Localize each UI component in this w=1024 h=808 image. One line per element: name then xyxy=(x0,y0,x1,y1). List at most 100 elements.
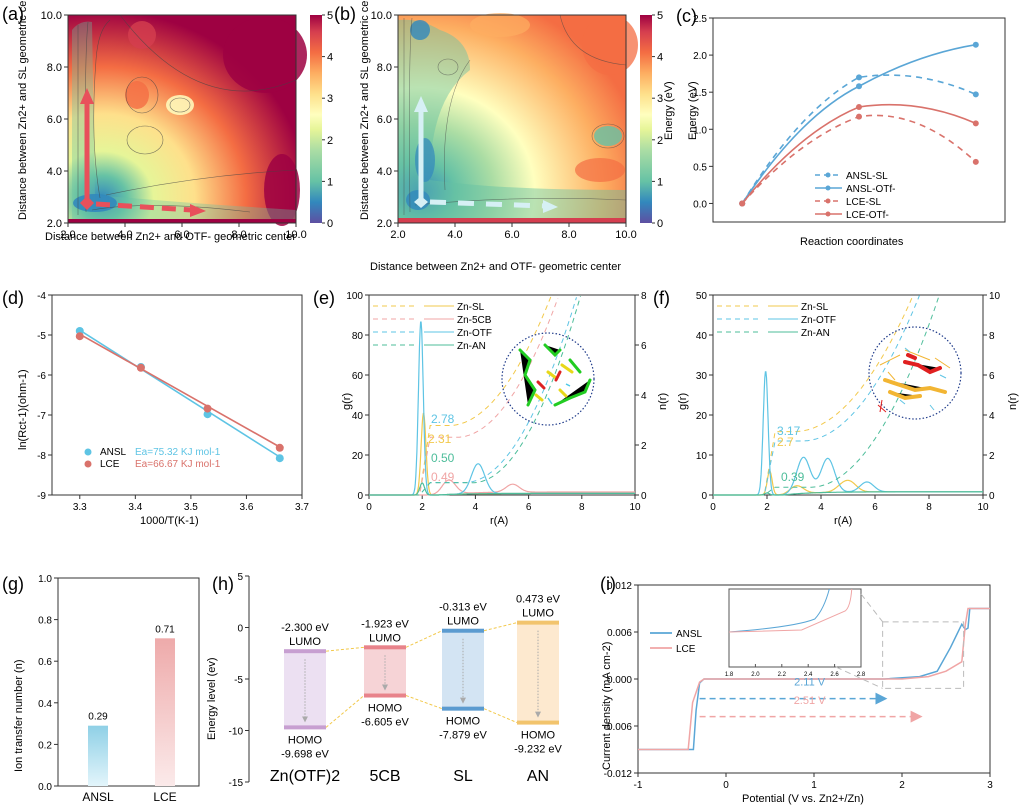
rdf-line-zn-an xyxy=(369,482,635,496)
panel-label-c: (c) xyxy=(676,6,697,26)
homo-word: HOMO xyxy=(368,703,403,715)
arrow-b-start-marker xyxy=(414,196,428,208)
series-line-ansl-sl xyxy=(741,74,977,204)
activation-energy-label: Ea=66.67 KJ mol-1 xyxy=(135,459,221,470)
lsv-line-ansl xyxy=(638,607,990,751)
y-tick-label: 8.0 xyxy=(377,62,392,74)
coordination-number-label: 2.78 xyxy=(431,412,455,426)
cn-line-zn-an xyxy=(414,296,581,496)
lumo-level xyxy=(284,649,326,654)
inset-connector xyxy=(835,666,883,689)
heatmap-a-bottom-edge xyxy=(68,219,296,223)
homo-level xyxy=(364,693,406,698)
window-label-ansl: 2.11 V xyxy=(794,676,826,688)
y-right-tick-label: 6 xyxy=(641,341,647,352)
panel-g: 0.0 0.2 0.4 0.6 0.8 1.0 0.29 ANSL 0.71 LCE Ion t… xyxy=(13,574,200,804)
inset-x-tick-label: 2.0 xyxy=(751,672,760,678)
x-tick-label: 3.7 xyxy=(295,502,309,513)
x-tick-label: 4 xyxy=(473,502,479,513)
axes-b: 2.0 4.0 6.0 8.0 10.0 2.0 4.0 6.0 8.0 10.0 xyxy=(371,10,637,241)
xlabel-e: r(A) xyxy=(490,515,508,527)
legend-label: LCE-OTf- xyxy=(846,210,889,221)
panel-d: -9 -8 -7 -6 -5 -4 3.3 3.4 3.5 3.6 3.7 ANSL Ea=75.32… xyxy=(17,291,309,527)
x-tick-label: 0 xyxy=(710,502,716,513)
lumo-value: -1.923 eV xyxy=(361,618,409,630)
y-tick-label: -5 xyxy=(234,675,243,686)
x-tick-label: -1 xyxy=(634,780,643,791)
colorbar-tick-label: 5 xyxy=(327,10,333,22)
heatmap-b-hot-region xyxy=(582,15,638,75)
homo-word: HOMO xyxy=(521,730,556,742)
y-right-tick-label: 0 xyxy=(989,491,995,502)
y-tick-label: 20 xyxy=(696,411,708,422)
y-tick-label: 10.0 xyxy=(41,10,62,22)
panel-label-h: (h) xyxy=(212,574,234,594)
solvation-shell-circle xyxy=(501,332,595,426)
x-tick-label: 4.0 xyxy=(117,229,132,241)
coordination-number-label: 3.17 xyxy=(777,424,801,438)
colorbar-tick-label: 5 xyxy=(657,10,663,22)
inset-line-lce xyxy=(728,588,853,633)
ylabel-g: Ion transfer number (n) xyxy=(13,660,25,773)
cn-line-zn-5cb xyxy=(414,298,559,496)
y-tick-label: -5 xyxy=(37,331,46,342)
legend-label: Zn-AN xyxy=(801,328,830,339)
y-tick-label: -15 xyxy=(229,778,244,789)
homo-value: -9.232 eV xyxy=(514,744,562,756)
arrow-a-vertical-head xyxy=(80,88,94,104)
x-tick-label: 1 xyxy=(811,780,817,791)
inset-connector xyxy=(860,593,884,623)
inset-i: 1.8 2.0 2.2 2.4 2.6 2.8 xyxy=(725,588,884,689)
x-tick-label: 8 xyxy=(926,502,932,513)
bars-g: 0.29 ANSL 0.71 LCE xyxy=(82,624,176,804)
y-tick-label: 5 xyxy=(237,572,243,583)
x-category-label: ANSL xyxy=(82,790,114,804)
arrow-b-horizontal xyxy=(429,199,546,209)
lumo-word: LUMO xyxy=(369,632,401,644)
cn-line-zn-otf xyxy=(758,295,920,496)
coordination-number-label: 2.7 xyxy=(777,435,794,449)
data-point xyxy=(972,120,979,127)
legend-marker xyxy=(825,198,831,204)
data-point xyxy=(972,91,979,98)
fit-line xyxy=(79,333,281,448)
legend-label: ANSL xyxy=(676,629,703,640)
y-right-tick-label: 8 xyxy=(641,291,647,302)
series-e: 2.78 2.31 0.50 0.49 xyxy=(369,295,635,496)
y-tick-label: 0 xyxy=(357,491,363,502)
lumo-value: -2.300 eV xyxy=(281,622,329,634)
lumo-connector xyxy=(483,622,518,632)
y-tick-label: 0.0 xyxy=(693,199,707,210)
molecule-label: 5CB xyxy=(369,768,400,785)
lumo-connector xyxy=(405,630,443,648)
y-right-tick-label: 0 xyxy=(641,491,647,502)
y-right-tick-label: 2 xyxy=(989,451,995,462)
axes-g: 0.0 0.2 0.4 0.6 0.8 1.0 xyxy=(38,574,58,793)
y-tick-label: 0.8 xyxy=(38,616,52,627)
panel-label-a: (a) xyxy=(2,4,24,24)
x-tick-label: 10.0 xyxy=(615,229,636,241)
heatmap-a-hot-region xyxy=(264,154,300,226)
panel-label-f: (f) xyxy=(653,288,670,308)
y-right-tick-label: 4 xyxy=(989,411,995,422)
lumo-level xyxy=(517,620,559,625)
colorbar-tick-label: 1 xyxy=(327,176,333,188)
lumo-connector xyxy=(325,646,365,652)
y-tick-label: 0.4 xyxy=(38,699,52,710)
x-tick-label: 6 xyxy=(872,502,878,513)
y-tick-label: 0.5 xyxy=(693,162,707,173)
x-tick-label: 0 xyxy=(366,502,372,513)
x-tick-label: 6.0 xyxy=(174,229,189,241)
legend-label: Zn-OTF xyxy=(801,315,836,326)
data-point xyxy=(275,443,284,452)
axes-h: -15 -10 -5 0 5 xyxy=(229,572,250,789)
data-point xyxy=(203,404,212,413)
legend-marker xyxy=(825,211,831,217)
y-tick-label: 0.012 xyxy=(607,581,632,592)
colorbar-tick-label: 3 xyxy=(657,93,663,105)
y-tick-label: 6.0 xyxy=(47,114,62,126)
arrow-b-vertical-head xyxy=(414,96,428,112)
